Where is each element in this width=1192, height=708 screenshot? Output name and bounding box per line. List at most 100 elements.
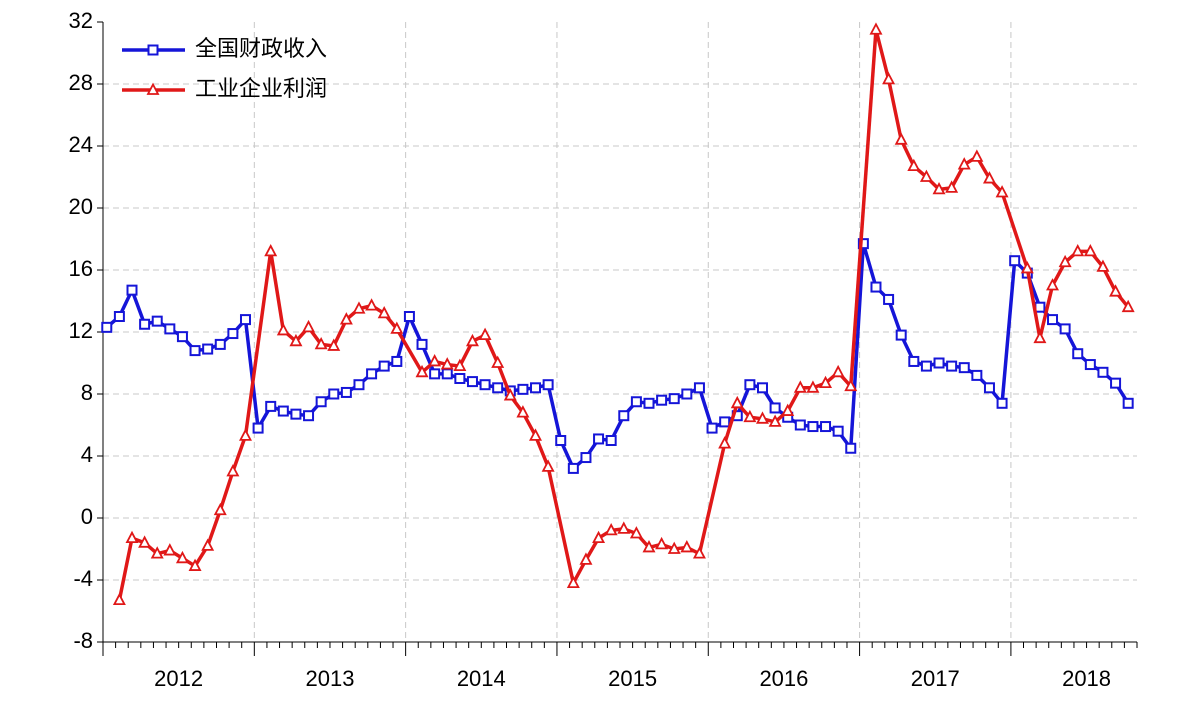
marker [1059, 323, 1071, 335]
marker [958, 362, 970, 374]
legend-marker [146, 82, 160, 95]
marker [176, 331, 188, 343]
marker [781, 403, 795, 416]
marker [618, 410, 630, 422]
marker [831, 364, 845, 378]
marker [642, 540, 656, 553]
marker [366, 368, 378, 380]
y-tick-label: 20 [69, 194, 93, 219]
marker [605, 435, 617, 446]
x-tick-label: 2016 [759, 666, 808, 691]
marker [516, 405, 530, 418]
legend-label: 全国财政收入 [195, 36, 327, 61]
marker [542, 379, 554, 391]
marker [428, 354, 442, 367]
marker [680, 540, 694, 553]
x-tick-label: 2017 [911, 666, 960, 691]
marker [264, 243, 278, 257]
marker [353, 379, 365, 391]
marker [238, 428, 252, 441]
marker [441, 368, 453, 380]
marker [617, 521, 631, 534]
marker [971, 369, 983, 381]
gap-bridge [546, 466, 576, 584]
marker [769, 402, 781, 414]
y-tick-label: -4 [73, 566, 93, 591]
marker [983, 382, 995, 394]
gap-bridge [1000, 191, 1029, 270]
marker [164, 323, 176, 335]
marker [112, 592, 126, 606]
marker [213, 502, 227, 516]
legend-marker [147, 44, 159, 56]
marker [1009, 255, 1021, 267]
marker [1047, 314, 1059, 326]
marker [755, 411, 769, 424]
marker [1122, 397, 1134, 409]
marker [415, 364, 429, 378]
marker [932, 181, 946, 195]
marker [101, 321, 113, 333]
marker [820, 421, 832, 433]
marker [440, 357, 454, 370]
marker [517, 383, 529, 395]
marker [125, 530, 139, 544]
marker [668, 393, 680, 405]
marker [378, 360, 390, 372]
marker [339, 312, 353, 325]
marker [667, 541, 681, 554]
marker [453, 358, 467, 372]
marker [276, 323, 290, 336]
marker [933, 357, 945, 369]
marker [1083, 243, 1097, 257]
marker [919, 169, 933, 182]
marker [907, 158, 921, 172]
marker [794, 419, 806, 431]
marker [995, 185, 1009, 198]
series-line [874, 29, 1004, 194]
marker [743, 409, 757, 423]
marker [277, 405, 289, 417]
x-tick-label: 2014 [457, 666, 506, 691]
marker [189, 345, 201, 357]
marker [681, 388, 693, 400]
marker [604, 522, 618, 536]
marker [113, 311, 125, 322]
marker [566, 575, 580, 588]
series-line [420, 333, 550, 468]
marker [529, 428, 543, 441]
x-tick-label: 2012 [154, 666, 203, 691]
marker [391, 355, 403, 367]
legend-label: 工业企业利润 [195, 76, 327, 101]
y-tick-label: 12 [69, 318, 93, 343]
marker [819, 375, 833, 389]
marker [592, 530, 606, 544]
marker [793, 380, 807, 393]
marker [692, 546, 706, 559]
marker [289, 333, 303, 347]
marker [1121, 299, 1135, 313]
marker [479, 379, 491, 391]
marker [768, 414, 782, 427]
marker [1020, 261, 1034, 274]
marker [756, 382, 768, 394]
marker [845, 442, 857, 454]
y-tick-label: 32 [69, 8, 93, 33]
marker [541, 459, 555, 472]
marker [567, 462, 579, 474]
marker [982, 171, 996, 184]
marker [1033, 330, 1047, 344]
x-tick-label: 2015 [608, 666, 657, 691]
x-tick-label: 2018 [1062, 666, 1111, 691]
y-tick-label: 28 [69, 70, 93, 95]
marker [693, 382, 705, 394]
marker [365, 298, 379, 311]
marker [429, 368, 441, 380]
marker [403, 311, 415, 322]
marker [227, 328, 239, 340]
marker [139, 318, 151, 330]
marker [807, 421, 819, 433]
marker [844, 378, 858, 392]
x-tick-label: 2013 [305, 666, 354, 691]
marker [580, 452, 592, 464]
